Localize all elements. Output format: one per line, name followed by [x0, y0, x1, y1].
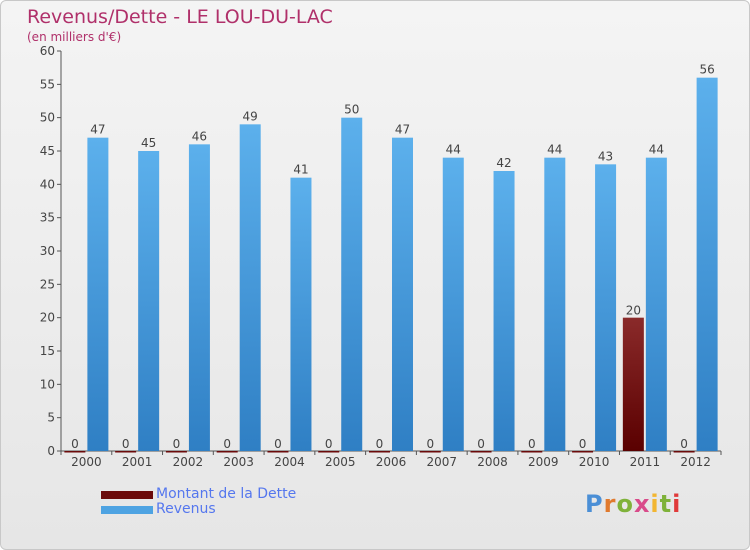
chart-title: Revenus/Dette - LE LOU-DU-LAC [27, 6, 333, 28]
bar-revenus [87, 137, 109, 451]
data-label-dette: 0 [71, 437, 79, 451]
bar-dette [267, 451, 289, 453]
bar-revenus [696, 77, 718, 452]
y-tick-label: 55 [40, 77, 55, 91]
bar-dette [369, 451, 390, 453]
data-label-revenus: 47 [395, 123, 410, 137]
x-tick-label: 2012 [680, 455, 711, 469]
x-tick-label: 2002 [173, 455, 204, 469]
x-tick-label: 2003 [223, 455, 254, 469]
data-label-revenus: 42 [496, 156, 511, 170]
data-label-revenus: 45 [141, 136, 156, 150]
x-tick-label: 2007 [426, 455, 457, 469]
x-tick-label: 2004 [274, 455, 305, 469]
y-tick-label: 5 [47, 411, 55, 425]
bar-dette [521, 451, 543, 453]
data-label-dette: 0 [680, 437, 688, 451]
data-label-dette: 0 [477, 437, 485, 451]
bar-revenus [341, 117, 363, 452]
x-tick-label: 2008 [477, 455, 508, 469]
y-tick-label: 45 [40, 144, 55, 158]
bar-revenus [645, 157, 667, 451]
data-label-dette: 0 [122, 437, 130, 451]
y-tick-label: 40 [40, 177, 55, 191]
data-label-revenus: 44 [446, 143, 461, 157]
data-label-revenus: 46 [192, 129, 207, 143]
logo-letter: o [616, 490, 634, 518]
data-label-revenus: 49 [243, 109, 258, 123]
bar-revenus [138, 151, 160, 451]
bar-dette [470, 451, 492, 453]
data-label-dette: 0 [173, 437, 181, 451]
chart-subtitle: (en milliers d'€) [27, 30, 122, 44]
x-tick-label: 2005 [325, 455, 356, 469]
data-label-dette: 0 [426, 437, 434, 451]
x-tick-label: 2001 [122, 455, 153, 469]
legend-item-revenus: Revenus [101, 502, 296, 517]
legend-label-revenus: Revenus [156, 501, 216, 517]
bar-revenus [595, 164, 617, 452]
y-tick-label: 20 [40, 311, 55, 325]
logo-letter: i [650, 490, 660, 518]
bar-dette [165, 451, 187, 453]
bar-revenus [442, 157, 464, 451]
data-label-dette: 0 [528, 437, 536, 451]
y-tick-label: 15 [40, 344, 55, 358]
data-label-revenus: 47 [90, 123, 105, 137]
logo-letter: r [603, 490, 617, 518]
y-tick-label: 35 [40, 211, 55, 225]
x-tick-label: 2006 [376, 455, 407, 469]
legend-swatch-revenus [101, 505, 153, 514]
bar-dette [622, 317, 644, 451]
bar-dette [318, 451, 340, 453]
y-tick-label: 10 [40, 377, 55, 391]
bar-revenus [493, 171, 515, 451]
data-label-dette: 0 [274, 437, 282, 451]
legend: Montant de la Dette Revenus [101, 487, 296, 517]
legend-swatch-dette [101, 490, 153, 499]
data-label-revenus: 50 [344, 103, 359, 117]
data-label-dette: 0 [325, 437, 333, 451]
legend-item-dette: Montant de la Dette [101, 487, 296, 502]
legend-label-dette: Montant de la Dette [156, 486, 297, 502]
data-label-revenus: 44 [547, 143, 562, 157]
bar-dette [419, 451, 441, 453]
data-label-revenus: 44 [649, 143, 664, 157]
x-tick-label: 2010 [579, 455, 610, 469]
data-label-dette: 0 [579, 437, 587, 451]
data-label-dette: 0 [223, 437, 231, 451]
x-tick-label: 2009 [528, 455, 559, 469]
bar-dette [64, 451, 86, 453]
data-label-revenus: 43 [598, 149, 613, 163]
logo-letter: i [672, 490, 682, 518]
bar-revenus [544, 157, 566, 451]
x-tick-label: 2000 [71, 455, 102, 469]
bar-dette [572, 451, 594, 453]
bar-revenus [239, 124, 261, 451]
bar-revenus [290, 177, 312, 451]
logo-letter: t [659, 490, 673, 518]
bar-revenus [188, 144, 210, 452]
x-tick-label: 2011 [630, 455, 661, 469]
bar-dette [673, 451, 695, 453]
bar-dette [216, 451, 238, 453]
data-label-revenus: 56 [699, 63, 714, 77]
data-label-revenus: 41 [293, 163, 308, 177]
y-tick-label: 0 [47, 444, 55, 458]
bar-revenus [392, 137, 413, 451]
y-tick-label: 50 [40, 111, 55, 125]
proxiti-logo: Proxiti [585, 490, 681, 518]
logo-letter: P [585, 490, 604, 518]
bar-dette [115, 451, 137, 453]
logo-letter: x [633, 490, 651, 518]
y-tick-label: 30 [40, 244, 55, 258]
y-tick-label: 60 [40, 44, 55, 58]
data-label-dette: 0 [376, 437, 384, 451]
y-tick-label: 25 [40, 277, 55, 291]
data-label-dette: 20 [626, 304, 641, 318]
